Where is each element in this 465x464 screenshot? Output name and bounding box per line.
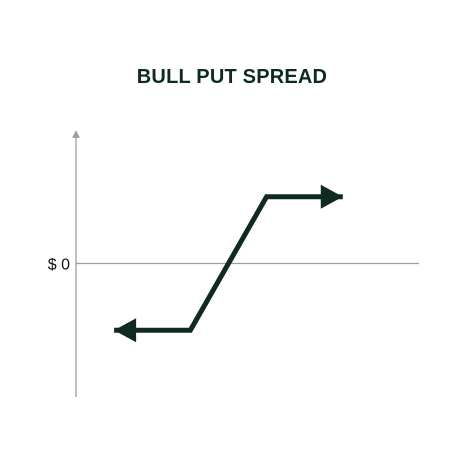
left-arrow-head: [114, 318, 137, 343]
payoff-line: [114, 194, 343, 333]
y-tick-label-zero: $ 0: [48, 257, 70, 274]
series-layer: [114, 184, 343, 343]
right-arrow-head: [320, 184, 343, 209]
chart-title: BULL PUT SPREAD: [137, 66, 327, 88]
